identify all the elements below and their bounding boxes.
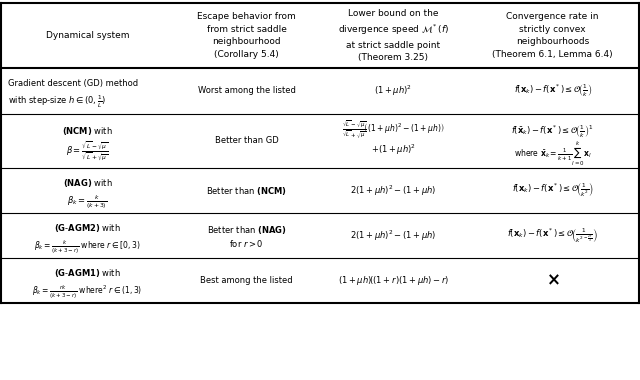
Text: Gradient descent (GD) method: Gradient descent (GD) method [8, 79, 138, 88]
Text: $\beta_k = \frac{rk}{(k+3-r)}$ where$^2$ $r \in (1,3)$: $\beta_k = \frac{rk}{(k+3-r)}$ where$^2$… [32, 283, 143, 301]
Text: Worst among the listed: Worst among the listed [198, 87, 296, 95]
Text: $2(1+\mu h)^2 - (1+\mu h)$: $2(1+\mu h)^2 - (1+\mu h)$ [350, 184, 436, 198]
Text: Best among the listed: Best among the listed [200, 276, 293, 285]
Text: $f(\bar{\mathbf{x}}_k) - f(\mathbf{x}^*) \leq \mathcal{O}\!\left(\frac{1}{k}\rig: $f(\bar{\mathbf{x}}_k) - f(\mathbf{x}^*)… [511, 123, 594, 139]
Text: $\beta_k = \frac{k}{(k+3-r)}$ where $r \in [0,3)$: $\beta_k = \frac{k}{(k+3-r)}$ where $r \… [34, 238, 141, 256]
Text: $2(1+\mu h)^2 - (1+\mu h)$: $2(1+\mu h)^2 - (1+\mu h)$ [350, 228, 436, 243]
Text: Better than $\mathbf{(NAG)}$: Better than $\mathbf{(NAG)}$ [207, 224, 287, 236]
Text: $\beta = \frac{\sqrt{L}-\sqrt{\mu}}{\sqrt{L}+\sqrt{\mu}}$: $\beta = \frac{\sqrt{L}-\sqrt{\mu}}{\sqr… [67, 140, 109, 164]
Text: where $\bar{\mathbf{x}}_k = \frac{1}{k+1}\sum_{l=0}^{k} \mathbf{x}_l$: where $\bar{\mathbf{x}}_k = \frac{1}{k+1… [514, 139, 591, 168]
Text: $\frac{\sqrt{L}-\sqrt{\mu}}{\sqrt{L}+\sqrt{\mu}}\!\left((1+\mu h)^2 - (1+\mu h)\: $\frac{\sqrt{L}-\sqrt{\mu}}{\sqrt{L}+\sq… [342, 119, 445, 140]
Text: Escape behavior from
from strict saddle
neighbourhood
(Corollary 5.4): Escape behavior from from strict saddle … [197, 12, 296, 59]
Text: Dynamical system: Dynamical system [45, 31, 129, 40]
Text: with step-size $h \in (0, \frac{1}{L})$: with step-size $h \in (0, \frac{1}{L})$ [8, 94, 106, 111]
Text: $f(\mathbf{x}_k) - f(\mathbf{x}^*) \leq \mathcal{O}\!\left(\frac{1}{k^2}\right)$: $f(\mathbf{x}_k) - f(\mathbf{x}^*) \leq … [512, 182, 593, 199]
Text: $\boldsymbol{\times}$: $\boldsymbol{\times}$ [546, 272, 559, 290]
Text: Convergence rate in
strictly convex
neighbourhoods
(Theorem 6.1, Lemma 6.4): Convergence rate in strictly convex neig… [492, 12, 613, 59]
Text: $\mathbf{(NAG)}$ with: $\mathbf{(NAG)}$ with [63, 177, 112, 189]
Text: Lower bound on the
divergence speed $\mathcal{M}^*(f)$
at strict saddle point
(T: Lower bound on the divergence speed $\ma… [338, 9, 449, 62]
Text: for $r > 0$: for $r > 0$ [229, 238, 264, 249]
Text: $\beta_k = \frac{k}{(k+3)}$: $\beta_k = \frac{k}{(k+3)}$ [67, 193, 108, 211]
Text: $\mathbf{(NCM)}$ with: $\mathbf{(NCM)}$ with [62, 125, 113, 138]
Text: $\mathbf{(G\text{-}AGM2)}$ with: $\mathbf{(G\text{-}AGM2)}$ with [54, 222, 121, 234]
Text: Better than GD: Better than GD [215, 136, 278, 145]
Text: $(1+\mu h)^2$: $(1+\mu h)^2$ [374, 84, 412, 98]
Text: $f(\mathbf{x}_k) - f(\mathbf{x}^*) \leq \mathcal{O}\!\left(\frac{1}{k}\right)$: $f(\mathbf{x}_k) - f(\mathbf{x}^*) \leq … [513, 83, 591, 99]
Text: Better than $\mathbf{(NCM)}$: Better than $\mathbf{(NCM)}$ [206, 185, 287, 196]
Text: $+(1+\mu h)^2$: $+(1+\mu h)^2$ [371, 143, 416, 157]
Text: $f(\mathbf{x}_k) - f(\mathbf{x}^*) \leq \mathcal{O}\!\left(\frac{1}{k^{2-\frac{2: $f(\mathbf{x}_k) - f(\mathbf{x}^*) \leq … [508, 227, 598, 245]
Text: $(1+\mu h)\!\left((1+r)(1+\mu h) - r\right)$: $(1+\mu h)\!\left((1+r)(1+\mu h) - r\rig… [338, 274, 449, 287]
Text: $\mathbf{(G\text{-}AGM1)}$ with: $\mathbf{(G\text{-}AGM1)}$ with [54, 267, 121, 279]
